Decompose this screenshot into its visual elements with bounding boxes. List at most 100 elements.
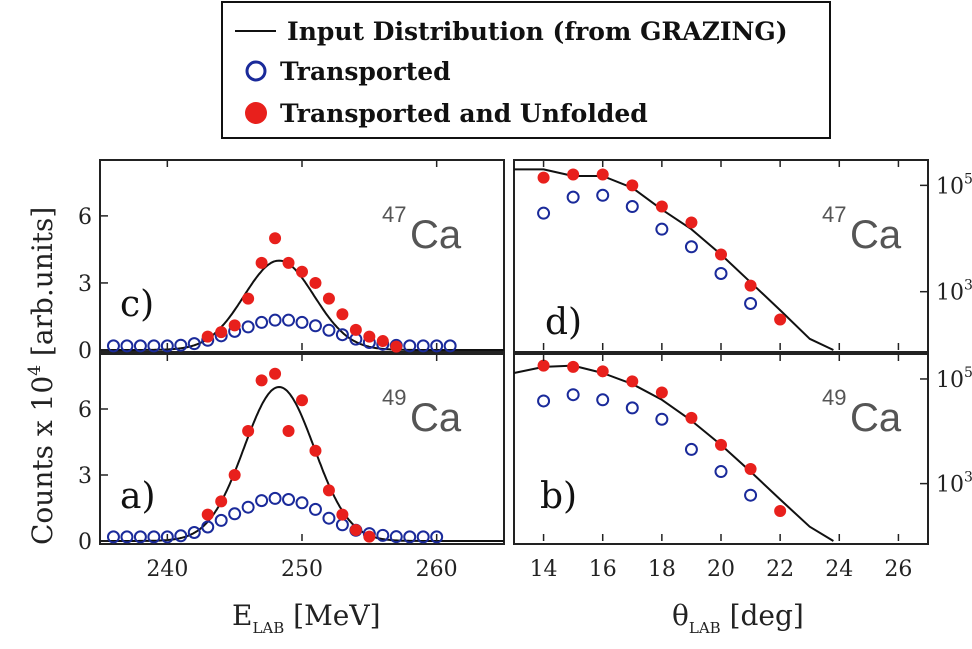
transported-point: [133, 339, 147, 353]
unfolded-point: [282, 256, 295, 269]
unfolded-point: [376, 335, 389, 348]
transported-point: [744, 296, 758, 310]
x-axis-title-sub: LAB: [689, 619, 721, 637]
nuclide-label-c: 47 Ca: [382, 202, 462, 257]
y-axis-title-left: Counts x 104 [arb.units]: [25, 207, 59, 545]
panel-label-c: c): [120, 284, 154, 325]
unfolded-point: [363, 330, 376, 343]
legend-box: [221, 1, 831, 139]
unfolded-point: [655, 200, 668, 213]
transported-point: [566, 190, 580, 204]
y-tick-label: 0: [78, 339, 92, 364]
transported-point: [655, 412, 669, 426]
transported-point: [282, 493, 296, 506]
legend-label-unfolded: Transported and Unfolded: [280, 99, 648, 128]
unfolded-point: [349, 524, 362, 536]
legend-filled-circle-marker: [245, 102, 267, 124]
legend: Input Distribution (from GRAZING) Transp…: [221, 1, 831, 139]
y-tick-label: 105: [936, 171, 972, 199]
transported-point: [214, 513, 228, 527]
panel-b-plot: [513, 359, 834, 542]
x-axis-title-right: θLAB [deg]: [672, 599, 804, 637]
x-tick-label: 20: [707, 557, 735, 582]
transported-point: [147, 339, 161, 353]
y-tick-exp: 5: [964, 365, 972, 381]
transported-point: [389, 530, 403, 544]
unfolded-point: [255, 374, 268, 387]
panel-c-plot: [100, 232, 504, 353]
unfolded-point: [282, 425, 295, 437]
transported-point: [174, 529, 188, 543]
unfolded-point: [626, 179, 639, 192]
unfolded-point: [685, 411, 698, 424]
transported-point: [255, 315, 269, 329]
nuclide-label-a: 49 Ca: [382, 385, 462, 440]
unfolded-point: [596, 365, 609, 378]
unfolded-point: [596, 168, 609, 181]
unfolded-point: [296, 265, 308, 278]
transported-point: [443, 339, 457, 353]
x-axis-title-unit: [MeV]: [284, 599, 380, 632]
x-tick-label: 22: [766, 557, 794, 582]
transported-point: [295, 315, 309, 329]
unfolded-point: [255, 256, 268, 269]
transported-point: [714, 465, 728, 479]
y-tick-label: 6: [78, 398, 92, 423]
x-tick-label: 16: [589, 557, 617, 582]
panel-d-plot: [514, 168, 834, 351]
y-tick-label: 0: [78, 530, 92, 555]
transported-point: [625, 401, 639, 415]
transported-point: [376, 528, 390, 542]
unfolded-point: [215, 495, 228, 508]
y-tick-label: 6: [78, 205, 92, 230]
transported-point: [133, 530, 147, 544]
transported-point: [655, 222, 669, 236]
x-tick-label: 240: [146, 557, 188, 582]
transported-point: [403, 530, 417, 544]
y-axis-title-suffix: [arb.units]: [26, 207, 59, 365]
unfolded-point: [744, 279, 757, 292]
x-tick-label: 14: [530, 557, 558, 582]
nuclide-mass: 47: [382, 202, 406, 227]
transported-point: [295, 496, 309, 510]
nuclide-symbol: Ca: [410, 396, 462, 440]
transported-point: [322, 511, 336, 525]
panel-label-a: a): [120, 476, 156, 517]
transported-point: [684, 240, 698, 254]
transported-point: [187, 337, 201, 351]
unfolded-point: [296, 394, 308, 407]
y-tick-label: 103: [936, 470, 972, 498]
x-axis-title-sub: LAB: [252, 619, 284, 637]
unfolded-point: [715, 248, 727, 261]
transported-point: [255, 494, 269, 508]
transported-point: [322, 323, 336, 337]
x-tick-label: 18: [648, 557, 676, 582]
transported-point: [566, 388, 580, 402]
panel-a-plot: [100, 367, 504, 544]
unfolded-point: [685, 216, 698, 229]
transported-point: [335, 328, 349, 342]
x-axis-title-unit: [deg]: [721, 599, 804, 632]
nuclide-label-b: 49 Ca: [822, 385, 902, 440]
transported-point: [430, 530, 444, 544]
transported-point: [228, 507, 242, 521]
transported-point: [537, 206, 551, 220]
transported-point: [308, 502, 322, 516]
unfolded-point: [390, 340, 403, 353]
y-tick-exp: 3: [964, 278, 972, 294]
transported-point: [106, 339, 120, 353]
transported-point: [416, 339, 430, 353]
transported-point: [308, 319, 322, 333]
y-tick-label: 105: [936, 365, 972, 393]
nuclide-label-d: 47 Ca: [822, 202, 902, 257]
nuclide-symbol: Ca: [410, 213, 462, 257]
transported-point: [403, 339, 417, 353]
transported-point: [537, 394, 551, 408]
transported-point: [241, 500, 255, 514]
transported-point: [268, 491, 282, 505]
y-axis-title-exp: 4: [25, 365, 45, 376]
transported-point: [744, 488, 758, 502]
legend-label-transported: Transported: [280, 57, 451, 86]
transported-point: [268, 313, 282, 327]
x-axis-title-main: E: [232, 599, 252, 632]
